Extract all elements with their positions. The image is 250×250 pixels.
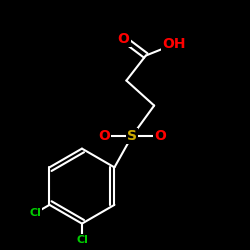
Text: O: O <box>98 129 110 143</box>
Text: Cl: Cl <box>76 235 88 245</box>
Text: O: O <box>154 129 166 143</box>
Text: OH: OH <box>162 38 185 52</box>
Text: S: S <box>127 129 137 143</box>
Text: Cl: Cl <box>29 208 41 218</box>
Text: O: O <box>118 32 130 46</box>
